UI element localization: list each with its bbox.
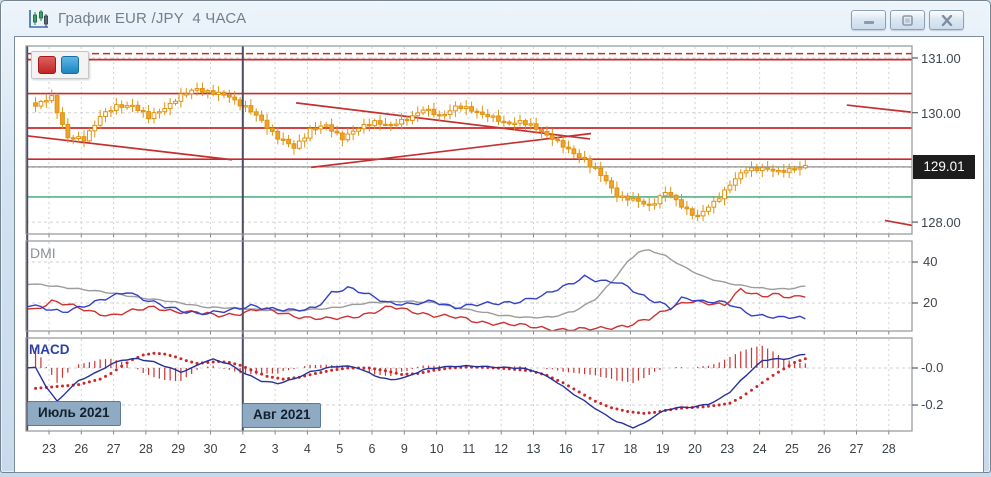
trend-line xyxy=(846,104,911,113)
series-color-toolbar xyxy=(31,51,89,79)
trend-line xyxy=(884,219,912,227)
time-axis-label: 18 xyxy=(623,442,638,456)
column-ticks xyxy=(48,431,890,435)
time-axis-label: 20 xyxy=(688,442,702,456)
close-button[interactable] xyxy=(929,10,964,30)
plus-di-line xyxy=(26,274,806,320)
macd-signal-dots xyxy=(34,351,807,415)
time-axis-label: 9 xyxy=(400,442,408,456)
time-axis-label: 12 xyxy=(494,442,509,456)
window-title: График EUR /JPY 4 ЧАСА xyxy=(58,10,247,27)
time-axis-label: 16 xyxy=(558,442,573,456)
time-axis-label: 24 xyxy=(752,442,767,456)
candlestick-series xyxy=(33,82,808,222)
time-axis-label: 25 xyxy=(784,442,799,456)
time-axis-label: 23 xyxy=(42,442,56,456)
time-axis-label: 29 xyxy=(171,442,186,456)
time-axis-label: 4 xyxy=(303,442,311,456)
time-axis-label: 23 xyxy=(720,442,735,456)
time-axis-label: 27 xyxy=(849,442,864,456)
price-axis-label: 131.00 xyxy=(921,51,961,66)
window-controls xyxy=(851,10,964,30)
time-axis-label: 28 xyxy=(881,442,896,456)
time-axis-label: 11 xyxy=(462,442,476,456)
red-series-button[interactable] xyxy=(38,56,56,74)
close-icon xyxy=(941,14,952,26)
maximize-button[interactable] xyxy=(890,10,925,30)
maximize-icon xyxy=(902,14,913,26)
column-ticks xyxy=(48,234,890,238)
window-titlebar[interactable]: График EUR /JPY 4 ЧАСА xyxy=(3,3,988,34)
minimize-icon xyxy=(863,21,874,24)
trend-line xyxy=(295,102,591,140)
minimize-button[interactable] xyxy=(851,10,886,30)
month-label-august: Авг 2021 xyxy=(242,403,322,428)
time-axis-label: 13 xyxy=(526,442,541,456)
price-axis-label: 128.00 xyxy=(921,215,961,230)
column-ticks xyxy=(48,331,890,335)
current-price-badge: 129.01 xyxy=(913,155,975,179)
time-axis-label: 30 xyxy=(203,442,218,456)
time-axis-label: 3 xyxy=(271,442,279,456)
time-axis-label: 6 xyxy=(368,442,376,456)
time-axis-label: 17 xyxy=(591,442,606,456)
time-axis-label: 26 xyxy=(74,442,89,456)
time-axis-label: 10 xyxy=(429,442,444,456)
time-axis-label: 27 xyxy=(106,442,121,456)
grid-macd-panel xyxy=(48,339,890,430)
time-axis-label: 28 xyxy=(138,442,153,456)
price-axis-label: 130.00 xyxy=(921,106,961,121)
macd-axis-label: -0.2 xyxy=(921,397,944,412)
dmi-axis-label: 20 xyxy=(923,295,938,310)
time-axis-label: 2 xyxy=(239,442,247,456)
dmi-panel-label: DMI xyxy=(30,245,56,261)
macd-line xyxy=(26,353,806,429)
trend-line xyxy=(311,132,592,169)
time-axis: 23 26 27 28 29 30 2 3 4 5 6 9 10 11 12 13 16 17 18 19 20 23 24… xyxy=(1,442,991,457)
axis-ticks xyxy=(912,57,918,406)
time-axis-label: 5 xyxy=(336,442,344,456)
dmi-axis-label: 40 xyxy=(923,254,938,269)
candlestick-chart-icon xyxy=(29,9,48,28)
macd-panel-label: MACD xyxy=(29,342,70,357)
adx-line xyxy=(26,249,806,319)
blue-series-button[interactable] xyxy=(61,56,79,74)
time-axis-label: 26 xyxy=(817,442,832,456)
time-axis-label: 19 xyxy=(655,442,670,456)
trend-line xyxy=(26,134,233,161)
month-label-july: Июль 2021 xyxy=(27,401,121,426)
macd-axis-label: -0.0 xyxy=(921,360,944,375)
price-panel[interactable] xyxy=(26,46,912,234)
